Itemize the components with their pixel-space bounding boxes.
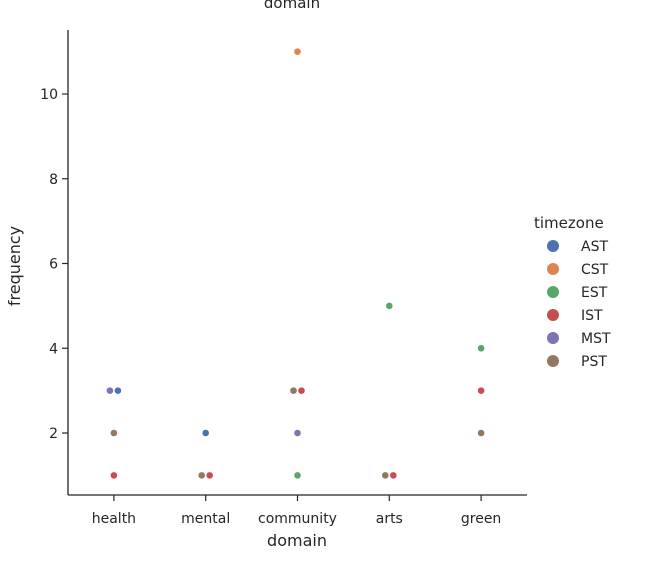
x-tick-label: health [92,511,136,527]
y-tick-label: 6 [49,257,58,273]
data-point-pst [110,429,118,437]
data-point-ist [297,386,306,395]
legend: timezone AST CST EST IST MST PST [534,214,611,370]
y-axis-label: frequency [5,226,24,306]
legend-title: timezone [534,214,604,232]
x-tick-label: mental [181,511,230,527]
x-tick-label: arts [376,511,403,527]
legend-marker-cst [547,263,559,275]
legend-marker-pst [547,355,559,367]
data-point-mst [106,386,114,395]
data-point-ast [114,386,122,395]
axes [67,30,527,496]
legend-label-cst: CST [581,262,609,278]
y-ticks: 2 4 6 8 10 [40,87,68,442]
data-point-est [385,301,394,310]
data-point-ist [477,386,485,395]
legend-label-mst: MST [581,331,611,347]
legend-label-ist: IST [581,308,603,324]
data-point-cst [293,47,302,56]
legend-marker-ast [547,240,559,252]
legend-marker-est [547,286,559,298]
legend-marker-ist [547,309,559,321]
legend-marker-mst [547,332,559,344]
data-point-ist [205,471,214,480]
data-point-pst [477,429,485,437]
y-tick-label: 10 [40,87,58,103]
x-tick-label: community [258,511,337,527]
y-tick-label: 2 [49,426,58,442]
y-tick-label: 4 [49,341,58,357]
data-point-ast [201,429,210,437]
legend-label-ast: AST [581,239,608,255]
data-point-pst [197,471,206,480]
x-tick-label: green [461,511,501,527]
data-point-est [293,471,302,480]
data-point-ist [110,471,118,480]
data-point-mst [293,429,302,437]
x-ticks: health mental community arts green [92,495,501,527]
legend-label-est: EST [581,285,608,301]
data-point-ist [389,471,398,480]
data-point-est [477,344,485,353]
y-tick-label: 8 [49,172,58,188]
data-point-pst [289,386,298,395]
data-point-pst [381,471,390,480]
legend-label-pst: PST [581,354,607,370]
x-axis-label: domain [267,531,327,550]
chart-title: domain [264,0,320,12]
data-points [106,47,485,480]
